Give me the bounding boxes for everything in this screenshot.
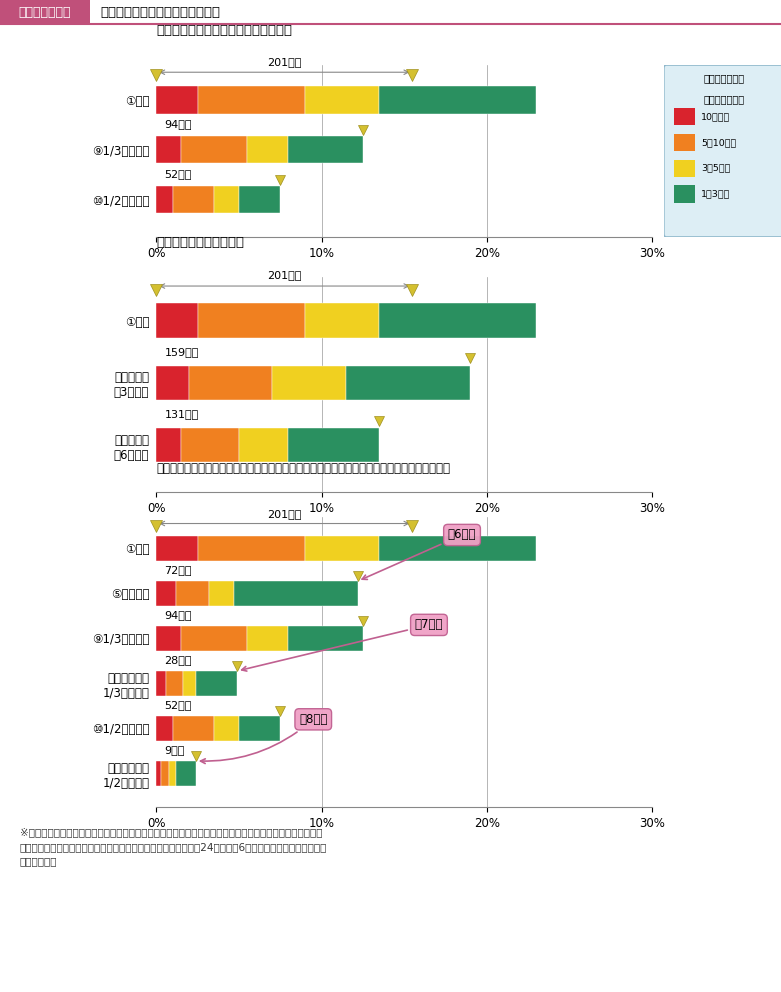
Text: （帰宅経路の混雑情報等が利用可能で，安否確認時間も短縮された場合（完全情報ケース））: （帰宅経路の混雑情報等が利用可能で，安否確認時間も短縮された場合（完全情報ケース… bbox=[156, 462, 450, 475]
Bar bbox=[156, 581, 176, 606]
Bar bbox=[239, 186, 280, 213]
Bar bbox=[156, 366, 189, 400]
Bar bbox=[198, 304, 305, 337]
Bar bbox=[183, 671, 196, 695]
Bar bbox=[176, 581, 209, 606]
Bar bbox=[90, 0, 781, 24]
Text: 201万人: 201万人 bbox=[267, 509, 301, 519]
Bar bbox=[181, 136, 247, 164]
Bar bbox=[156, 536, 198, 560]
Bar bbox=[156, 186, 173, 213]
Bar bbox=[173, 716, 214, 741]
Text: 図２－３－４６: 図２－３－４６ bbox=[19, 6, 71, 19]
Text: 52万人: 52万人 bbox=[165, 699, 192, 709]
Bar bbox=[176, 761, 196, 786]
Bar bbox=[673, 160, 695, 177]
Text: 約8割減: 約8割減 bbox=[201, 713, 327, 764]
Text: 約6割減: 約6割減 bbox=[362, 529, 476, 579]
Text: 3～5時間: 3～5時間 bbox=[701, 164, 731, 173]
Bar bbox=[288, 429, 380, 462]
Text: 5～10時間: 5～10時間 bbox=[701, 138, 736, 147]
Bar bbox=[156, 304, 198, 337]
Bar bbox=[0, 0, 90, 24]
Bar bbox=[288, 136, 363, 164]
Bar bbox=[234, 581, 358, 606]
Bar bbox=[214, 716, 239, 741]
Text: 10時間超: 10時間超 bbox=[701, 112, 731, 121]
Text: 201万人: 201万人 bbox=[267, 270, 301, 280]
Text: 201万人: 201万人 bbox=[267, 58, 301, 67]
Text: 72万人: 72万人 bbox=[165, 564, 192, 574]
Text: 52万人: 52万人 bbox=[165, 169, 192, 179]
Bar bbox=[214, 186, 239, 213]
Bar bbox=[198, 86, 305, 114]
Text: 1～3時間: 1～3時間 bbox=[701, 189, 731, 198]
Text: 94万人: 94万人 bbox=[165, 119, 192, 129]
Text: 94万人: 94万人 bbox=[165, 610, 192, 620]
Bar bbox=[156, 86, 198, 114]
Bar bbox=[247, 626, 288, 651]
Bar bbox=[380, 86, 537, 114]
Bar bbox=[272, 366, 346, 400]
Bar bbox=[156, 136, 181, 164]
FancyBboxPatch shape bbox=[664, 65, 781, 237]
Bar bbox=[673, 108, 695, 125]
Bar bbox=[181, 429, 239, 462]
Bar bbox=[673, 134, 695, 151]
Bar bbox=[380, 536, 537, 560]
Bar bbox=[156, 716, 173, 741]
Text: 約7割減: 約7割減 bbox=[241, 618, 443, 672]
Bar bbox=[181, 626, 247, 651]
Text: （一定割合を翌日に帰宅させた場合）: （一定割合を翌日に帰宅させた場合） bbox=[156, 25, 292, 38]
Bar bbox=[156, 671, 166, 695]
Bar bbox=[173, 186, 214, 213]
Text: 9万人: 9万人 bbox=[165, 745, 185, 755]
Bar bbox=[305, 86, 380, 114]
Bar bbox=[247, 136, 288, 164]
Bar bbox=[209, 581, 234, 606]
Bar bbox=[196, 671, 237, 695]
Text: 翌日帰宅等による混雑緩和の効果: 翌日帰宅等による混雑緩和の効果 bbox=[100, 6, 220, 19]
Bar bbox=[156, 761, 161, 786]
Text: ※完全情報は，徒歩帰宅者全員がすべての道路の混雑情報（混雑状況や通行不能状況）を把握可能であり，
　さらに，すべての被災者が安否確認を取得できるまでの時間が24: ※完全情報は，徒歩帰宅者全員がすべての道路の混雑情報（混雑状況や通行不能状況）を… bbox=[20, 827, 327, 867]
Text: 28万人: 28万人 bbox=[165, 655, 192, 665]
Text: 満員電車状態の: 満員電車状態の bbox=[704, 73, 745, 83]
Bar bbox=[673, 186, 695, 202]
Bar bbox=[156, 429, 181, 462]
Bar bbox=[288, 626, 363, 651]
Bar bbox=[305, 304, 380, 337]
Text: 159万人: 159万人 bbox=[165, 347, 199, 357]
Bar bbox=[166, 671, 183, 695]
Bar bbox=[239, 716, 280, 741]
Bar bbox=[161, 761, 169, 786]
Bar bbox=[346, 366, 470, 400]
Bar bbox=[239, 429, 288, 462]
Text: 131万人: 131万人 bbox=[165, 410, 198, 420]
Bar bbox=[156, 626, 181, 651]
Bar bbox=[380, 304, 537, 337]
Bar bbox=[169, 761, 176, 786]
Bar bbox=[198, 536, 305, 560]
Text: （時差帰宅させた場合）: （時差帰宅させた場合） bbox=[156, 236, 244, 249]
Bar bbox=[189, 366, 272, 400]
Bar bbox=[305, 536, 380, 560]
Text: 道路上滞在時間: 道路上滞在時間 bbox=[704, 94, 745, 104]
